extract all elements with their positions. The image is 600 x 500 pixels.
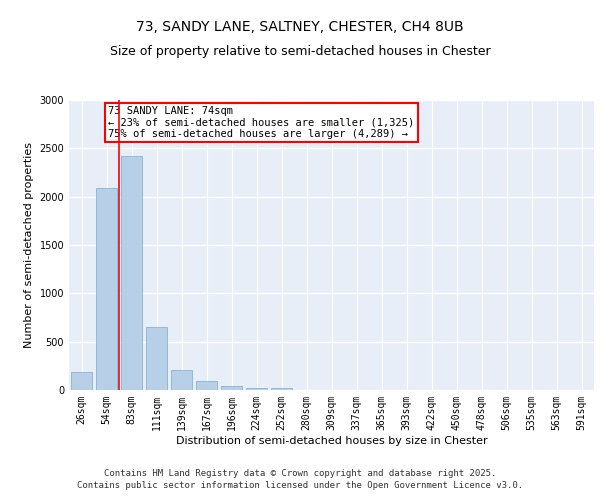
Bar [246, 388, 267, 390]
X-axis label: Distribution of semi-detached houses by size in Chester: Distribution of semi-detached houses by … [176, 436, 487, 446]
Bar [271, 388, 292, 390]
Text: 73, SANDY LANE, SALTNEY, CHESTER, CH4 8UB: 73, SANDY LANE, SALTNEY, CHESTER, CH4 8U… [136, 20, 464, 34]
Bar [96, 188, 117, 390]
Text: Size of property relative to semi-detached houses in Chester: Size of property relative to semi-detach… [110, 45, 490, 58]
Text: 73 SANDY LANE: 74sqm
← 23% of semi-detached houses are smaller (1,325)
75% of se: 73 SANDY LANE: 74sqm ← 23% of semi-detac… [109, 106, 415, 139]
Bar [71, 372, 92, 390]
Bar [121, 156, 142, 390]
Bar [171, 370, 192, 390]
Bar [196, 382, 217, 390]
Bar [146, 327, 167, 390]
Y-axis label: Number of semi-detached properties: Number of semi-detached properties [24, 142, 34, 348]
Bar [221, 386, 242, 390]
Text: Contains HM Land Registry data © Crown copyright and database right 2025.
Contai: Contains HM Land Registry data © Crown c… [77, 468, 523, 490]
